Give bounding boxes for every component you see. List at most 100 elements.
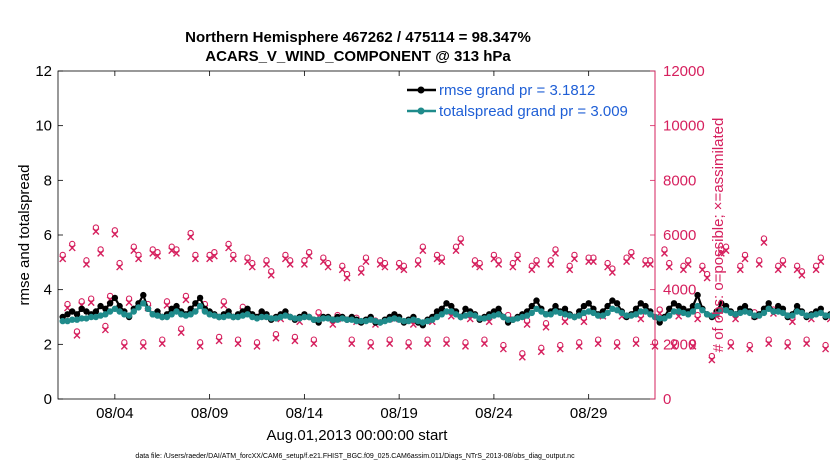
series-point-rmse <box>258 308 265 315</box>
obs-assimilated-point <box>324 263 332 271</box>
series-point-rmse <box>495 305 502 312</box>
x-tick-label: 08/14 <box>286 405 324 422</box>
series-point-totalspread <box>580 309 588 317</box>
series-point-totalspread <box>258 313 265 321</box>
obs-possible-point <box>78 298 85 305</box>
obs-possible-point <box>632 336 640 343</box>
obs-possible-point <box>817 254 824 261</box>
legend-marker-totalspread <box>417 107 425 115</box>
obs-assimilated-point <box>291 337 299 345</box>
series-point-rmse <box>632 305 640 312</box>
x-axis-label: Aug.01,2013 00:00:00 start <box>267 427 449 444</box>
y-right-tick-label: 8000 <box>663 172 696 189</box>
obs-possible-point <box>576 339 583 346</box>
obs-assimilated-point <box>272 334 280 342</box>
obs-assimilated-point <box>139 342 147 350</box>
obs-possible-point <box>542 320 550 327</box>
series-point-rmse <box>116 302 123 310</box>
obs-assimilated-point <box>229 255 237 263</box>
y-left-tick-label: 2 <box>44 336 52 353</box>
series-point-totalspread <box>542 311 550 318</box>
series-point-totalspread <box>471 312 479 319</box>
series-point-totalspread <box>78 315 85 322</box>
obs-assimilated-point <box>267 271 275 279</box>
series-point-totalspread <box>779 309 787 317</box>
series-point-totalspread <box>111 305 119 312</box>
series-point-rmse <box>244 305 251 312</box>
obs-assimilated-point <box>575 342 583 350</box>
series-point-totalspread <box>557 309 564 317</box>
obs-assimilated-point <box>97 249 105 257</box>
obs-possible-point <box>784 339 791 346</box>
series-point-totalspread <box>770 308 777 315</box>
series-point-totalspread <box>88 313 95 321</box>
obs-possible-point <box>741 251 749 259</box>
obs-possible-point <box>64 300 71 308</box>
obs-possible-point <box>69 240 76 248</box>
obs-possible-point <box>315 309 322 316</box>
obs-possible-point <box>533 257 540 264</box>
y-right-tick-label: 12000 <box>663 63 705 80</box>
obs-possible-point <box>737 262 744 269</box>
obs-possible-point <box>377 257 384 264</box>
series-point-totalspread <box>741 308 749 315</box>
obs-assimilated-point <box>608 269 616 277</box>
obs-assimilated-point <box>68 244 76 252</box>
obs-possible-point <box>125 295 133 302</box>
obs-possible-point <box>405 339 412 346</box>
obs-possible-point <box>689 339 697 346</box>
series-point-rmse <box>462 305 469 312</box>
obs-assimilated-point <box>357 269 365 277</box>
obs-possible-point <box>490 251 498 259</box>
series-point-totalspread <box>803 312 810 319</box>
series-point-rmse <box>438 305 445 312</box>
obs-assimilated-point <box>480 340 488 348</box>
obs-assimilated-point <box>348 340 356 348</box>
chart-title-line-1: Northern Hemisphere 467262 / 475114 = 98… <box>185 29 531 46</box>
obs-possible-point <box>438 254 445 261</box>
obs-possible-point <box>779 257 787 264</box>
series-point-rmse <box>433 308 441 315</box>
legend: rmse grand pr = 3.1812 totalspread grand… <box>402 79 652 125</box>
series-point-totalspread <box>618 309 625 317</box>
series-point-totalspread <box>282 312 289 319</box>
series-point-totalspread <box>206 311 213 318</box>
series-point-totalspread <box>699 307 706 314</box>
obs-assimilated-point <box>111 230 119 238</box>
series-point-totalspread <box>523 312 531 319</box>
obs-possible-point <box>88 295 95 302</box>
obs-assimilated-point <box>452 247 460 255</box>
series-point-totalspread <box>220 313 227 321</box>
series-point-totalspread <box>268 315 275 322</box>
obs-possible-point <box>756 257 763 264</box>
series-point-totalspread <box>429 316 436 323</box>
series-point-rmse <box>765 300 772 307</box>
obs-possible-point <box>362 254 370 261</box>
obs-assimilated-point <box>784 342 792 350</box>
series-point-totalspread <box>291 315 299 322</box>
obs-possible-point <box>196 339 204 346</box>
series-point-rmse <box>106 300 114 307</box>
obs-assimilated-point <box>424 340 432 348</box>
series-point-totalspread <box>519 313 526 321</box>
obs-assimilated-point <box>215 337 223 345</box>
obs-assimilated-point <box>812 266 820 274</box>
series-point-totalspread <box>168 311 175 318</box>
obs-assimilated-point <box>386 340 394 348</box>
obs-assimilated-point <box>732 315 740 323</box>
obs-possible-point <box>121 339 128 346</box>
y-left-axis-label: rmse and totalspread <box>16 165 33 306</box>
obs-assimilated-point <box>689 342 697 350</box>
obs-possible-point <box>339 262 346 269</box>
series-point-totalspread <box>192 308 199 315</box>
y-right-axis-label: # of obs: o=possible; ×=assimilated <box>710 118 727 353</box>
series-point-totalspread <box>234 313 242 321</box>
series-point-rmse <box>448 302 455 310</box>
obs-possible-point <box>102 322 109 330</box>
obs-possible-point <box>685 257 692 264</box>
obs-assimilated-point <box>154 252 161 260</box>
series-point-totalspread <box>443 308 450 315</box>
x-tick-label: 08/24 <box>475 405 513 422</box>
series-point-rmse <box>642 302 649 310</box>
obs-possible-point <box>263 257 270 264</box>
